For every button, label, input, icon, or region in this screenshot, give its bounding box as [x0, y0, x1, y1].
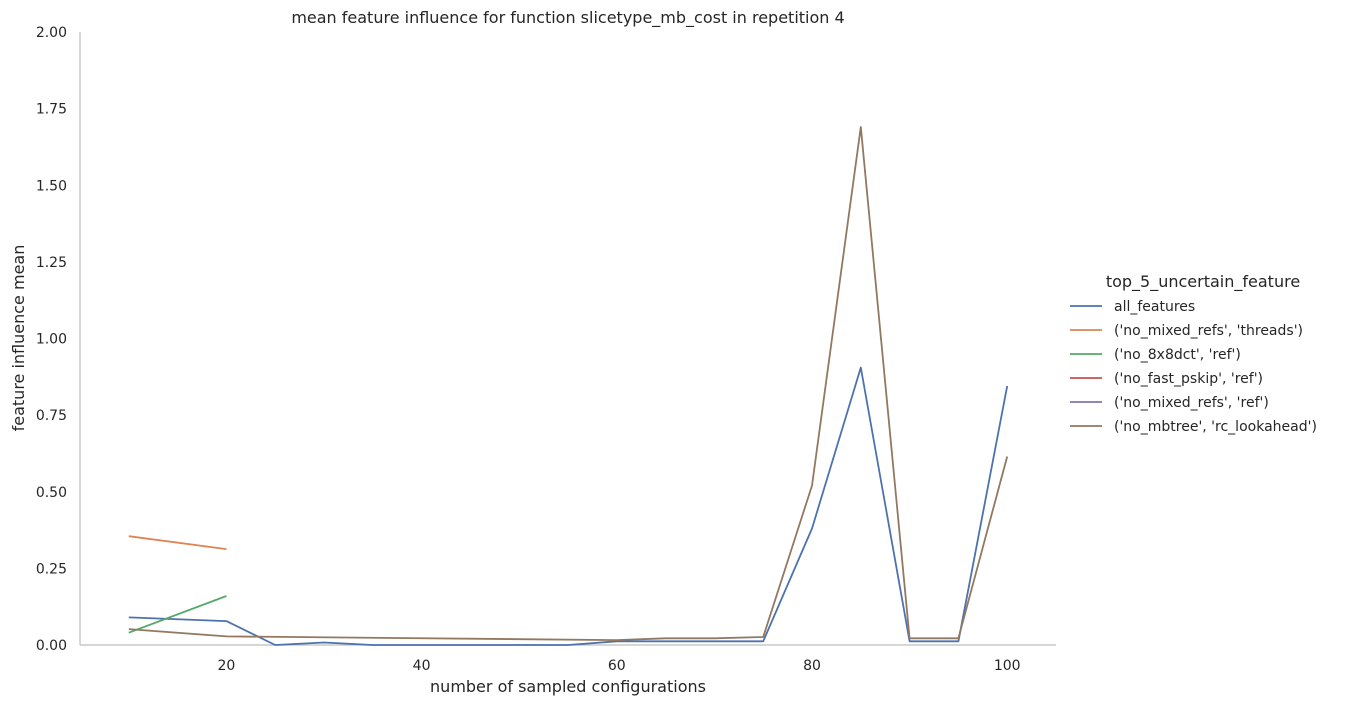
legend: top_5_uncertain_feature all_features ('no… — [1070, 272, 1317, 435]
legend-entry-label: ('no_fast_pskip', 'ref') — [1114, 371, 1263, 387]
y-tick-label: 0.50 — [36, 485, 67, 501]
x-tick-labels: 20 40 60 80 100 — [217, 658, 1020, 674]
series-layer — [128, 126, 1009, 646]
x-tick-label: 80 — [803, 658, 821, 674]
x-axis-label: number of sampled configurations — [430, 677, 706, 696]
y-tick-label: 0.00 — [36, 638, 67, 654]
legend-title: top_5_uncertain_feature — [1106, 272, 1300, 292]
y-tick-label: 2.00 — [36, 25, 67, 41]
x-tick-label: 40 — [413, 658, 431, 674]
series-line — [128, 595, 227, 634]
series-line — [128, 126, 1009, 641]
x-tick-label: 20 — [217, 658, 235, 674]
legend-entry-label: all_features — [1114, 299, 1195, 315]
y-axis-label: feature influence mean — [9, 245, 28, 432]
legend-entry-label: ('no_8x8dct', 'ref') — [1114, 347, 1241, 363]
x-tick-label: 60 — [608, 658, 626, 674]
legend-entry-label: ('no_mixed_refs', 'threads') — [1114, 323, 1303, 339]
series-line — [128, 535, 227, 550]
x-tick-label: 100 — [994, 658, 1021, 674]
chart-title: mean feature influence for function slic… — [291, 8, 844, 28]
y-tick-label: 1.50 — [36, 178, 67, 194]
y-tick-label: 1.00 — [36, 332, 67, 348]
y-tick-label: 0.75 — [36, 408, 67, 424]
series-line — [128, 366, 1009, 646]
legend-entry-label: ('no_mixed_refs', 'ref') — [1114, 395, 1269, 411]
y-tick-label: 1.25 — [36, 255, 67, 271]
y-tick-labels: 0.00 0.25 0.50 0.75 1.00 1.25 1.50 1.75 2.00 — [36, 25, 67, 654]
legend-entry-label: ('no_mbtree', 'rc_lookahead') — [1114, 419, 1317, 435]
y-tick-label: 1.75 — [36, 102, 67, 118]
y-tick-label: 0.25 — [36, 561, 67, 577]
